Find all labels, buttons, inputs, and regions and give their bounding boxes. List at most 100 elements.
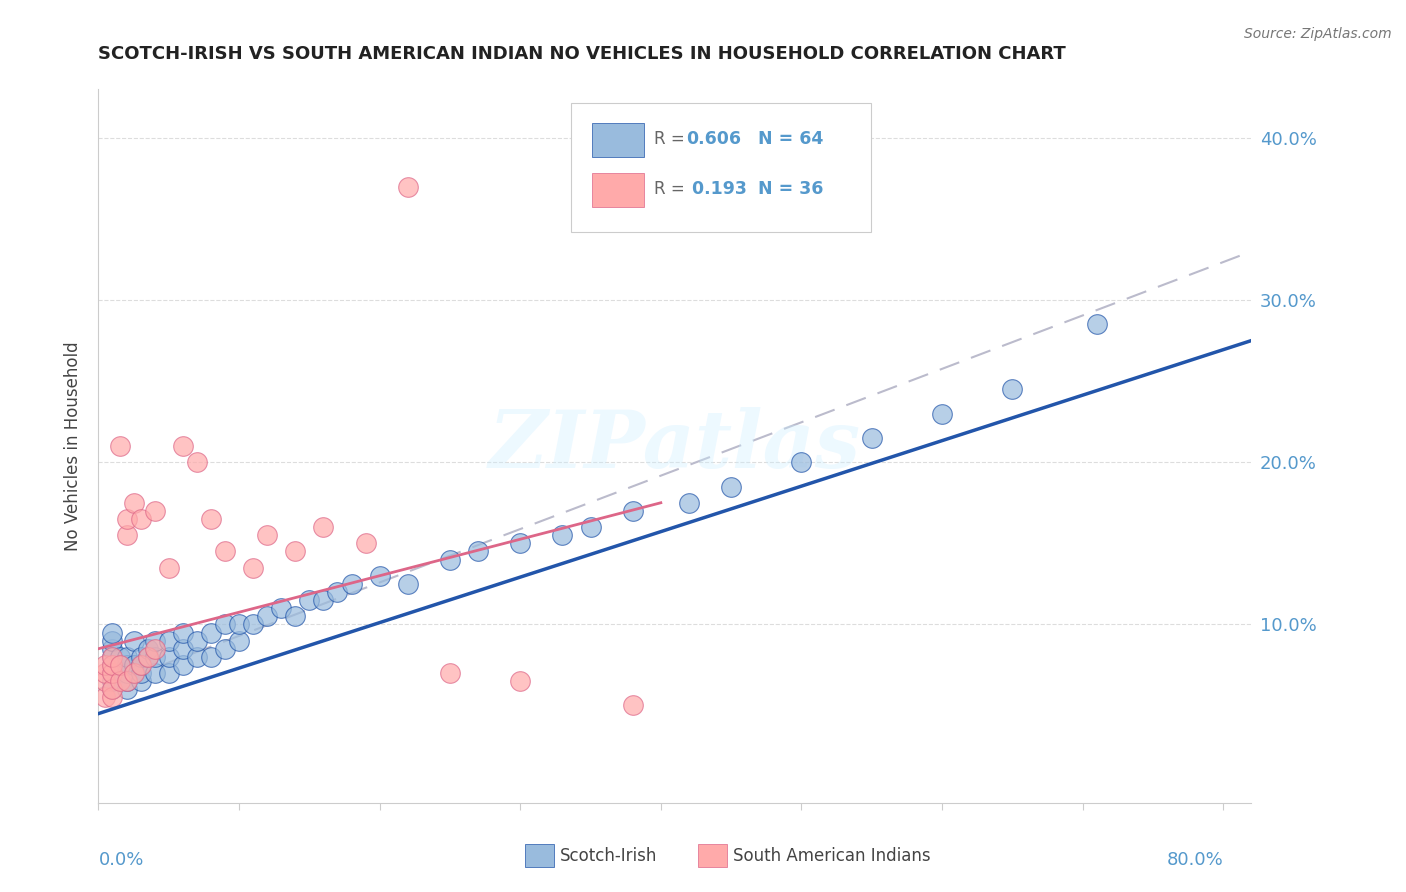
Point — [790, 455, 813, 469]
Point — [621, 504, 644, 518]
Point — [115, 666, 138, 681]
Point — [101, 690, 124, 705]
Point — [101, 666, 124, 681]
Point — [396, 577, 419, 591]
Text: 0.0%: 0.0% — [98, 852, 143, 870]
Bar — [697, 844, 727, 867]
Point — [143, 633, 166, 648]
Point — [1085, 318, 1108, 332]
Point — [143, 504, 166, 518]
Text: 0.606: 0.606 — [686, 130, 741, 148]
Point — [101, 682, 124, 697]
Point — [108, 657, 131, 672]
Point — [200, 649, 222, 664]
Text: R =: R = — [654, 130, 690, 148]
Text: SCOTCH-IRISH VS SOUTH AMERICAN INDIAN NO VEHICLES IN HOUSEHOLD CORRELATION CHART: SCOTCH-IRISH VS SOUTH AMERICAN INDIAN NO… — [98, 45, 1066, 62]
Point — [101, 625, 124, 640]
Point — [200, 512, 222, 526]
Point — [129, 649, 152, 664]
Point — [143, 641, 166, 656]
Bar — [592, 123, 644, 157]
Point — [551, 528, 574, 542]
Point — [312, 520, 335, 534]
Point — [115, 674, 138, 689]
Point — [214, 641, 236, 656]
Point — [509, 674, 531, 689]
Point — [101, 682, 124, 697]
Point — [242, 560, 264, 574]
Point — [101, 674, 124, 689]
Point — [172, 641, 194, 656]
Point — [256, 609, 278, 624]
Point — [115, 512, 138, 526]
Point — [172, 657, 194, 672]
Point — [122, 496, 145, 510]
Text: ZIPatlas: ZIPatlas — [489, 408, 860, 484]
Point — [214, 544, 236, 558]
Point — [172, 439, 194, 453]
Point — [439, 666, 461, 681]
Point — [621, 698, 644, 713]
Point — [94, 666, 117, 681]
Point — [94, 674, 117, 689]
Text: 0.193: 0.193 — [686, 180, 747, 198]
Point — [143, 666, 166, 681]
Point — [242, 617, 264, 632]
Point — [136, 649, 159, 664]
Point — [129, 666, 152, 681]
Point — [115, 649, 138, 664]
Text: N = 64: N = 64 — [758, 130, 824, 148]
Point — [115, 682, 138, 697]
Point — [368, 568, 391, 582]
Text: R =: R = — [654, 180, 690, 198]
Point — [143, 649, 166, 664]
Point — [678, 496, 700, 510]
Point — [108, 439, 131, 453]
Point — [157, 649, 180, 664]
Point — [101, 633, 124, 648]
Point — [186, 455, 208, 469]
Point — [122, 666, 145, 681]
Point — [101, 649, 124, 664]
Point — [122, 666, 145, 681]
Point — [94, 690, 117, 705]
Point — [101, 657, 124, 672]
Bar — [524, 844, 554, 867]
Point — [200, 625, 222, 640]
Point — [354, 536, 377, 550]
Point — [439, 552, 461, 566]
Point — [101, 657, 124, 672]
Point — [94, 657, 117, 672]
Point — [136, 649, 159, 664]
Point — [270, 601, 292, 615]
Text: South American Indians: South American Indians — [733, 847, 931, 864]
Point — [101, 641, 124, 656]
Point — [115, 657, 138, 672]
Point — [129, 657, 152, 672]
Point — [157, 666, 180, 681]
Point — [298, 593, 321, 607]
Point — [312, 593, 335, 607]
Point — [326, 585, 349, 599]
Point — [101, 666, 124, 681]
Point — [186, 649, 208, 664]
Point — [129, 674, 152, 689]
Point — [122, 633, 145, 648]
Point — [101, 649, 124, 664]
Point — [396, 179, 419, 194]
Point — [284, 544, 307, 558]
Point — [228, 633, 250, 648]
Point — [284, 609, 307, 624]
Point — [129, 512, 152, 526]
Point — [108, 649, 131, 664]
Point — [509, 536, 531, 550]
Bar — [592, 173, 644, 207]
Point — [157, 560, 180, 574]
Point — [340, 577, 363, 591]
Text: Scotch-Irish: Scotch-Irish — [560, 847, 657, 864]
Point — [467, 544, 489, 558]
Point — [860, 431, 883, 445]
Point — [720, 479, 742, 493]
Point — [172, 625, 194, 640]
Point — [115, 528, 138, 542]
